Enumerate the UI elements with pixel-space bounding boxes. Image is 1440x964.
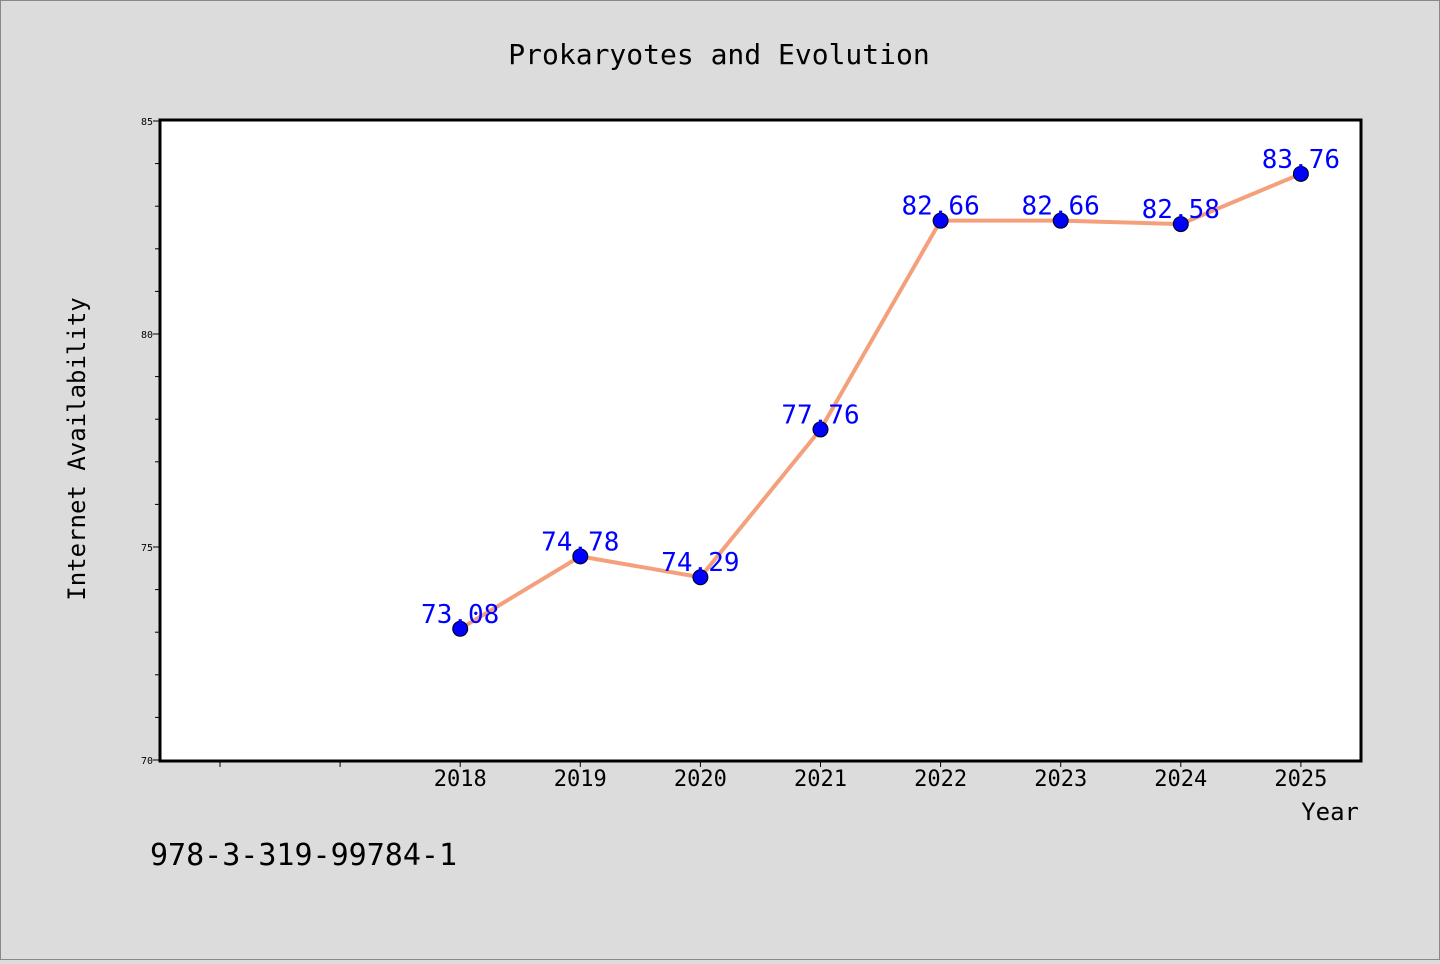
data-point <box>452 620 469 637</box>
x-axis-label: Year <box>1301 798 1359 826</box>
x-tick-label: 2021 <box>794 767 847 792</box>
data-label: 83.76 <box>1262 145 1340 175</box>
chart-title: Prokaryotes and Evolution <box>508 38 929 71</box>
data-label: 74.29 <box>661 548 739 578</box>
x-tick-label: 2025 <box>1274 767 1327 792</box>
data-point <box>812 421 829 438</box>
y-tick-label: 85 <box>141 117 153 128</box>
y-axis-label: Internet Availability <box>63 297 91 600</box>
x-tick-label: 2023 <box>1034 767 1087 792</box>
y-tick-label: 70 <box>141 756 153 767</box>
data-point <box>1172 216 1189 233</box>
y-tick-label: 75 <box>141 543 153 554</box>
data-point <box>1292 165 1309 182</box>
data-label: 77.76 <box>781 400 859 430</box>
data-point <box>572 548 589 565</box>
data-point <box>1052 212 1069 229</box>
x-tick-label: 2018 <box>434 767 487 792</box>
y-axis: 70 75 80 85 <box>141 117 159 767</box>
x-tick-label: 2020 <box>674 767 727 792</box>
x-tick-label: 2024 <box>1154 767 1207 792</box>
series-line <box>459 171 1302 631</box>
data-point <box>932 212 949 229</box>
x-tick-label: 2019 <box>554 767 607 792</box>
x-tick-label: 2022 <box>914 767 967 792</box>
data-label: 82.66 <box>1022 192 1100 222</box>
data-label: 82.58 <box>1142 195 1220 225</box>
series-group: 73.08 74.78 74.29 77.76 82.66 82.66 82.58 83.76 <box>421 145 1340 637</box>
plot-area <box>158 118 1363 763</box>
y-tick-label: 80 <box>141 330 153 341</box>
data-label: 82.66 <box>901 192 979 222</box>
data-label: 73.08 <box>421 600 499 630</box>
data-point <box>692 569 709 586</box>
isbn-text: 978-3-319-99784-1 <box>150 838 457 873</box>
data-label: 74.78 <box>541 527 619 557</box>
x-axis: 2018 2019 2020 2021 2022 2023 2024 2025 <box>219 762 1327 792</box>
